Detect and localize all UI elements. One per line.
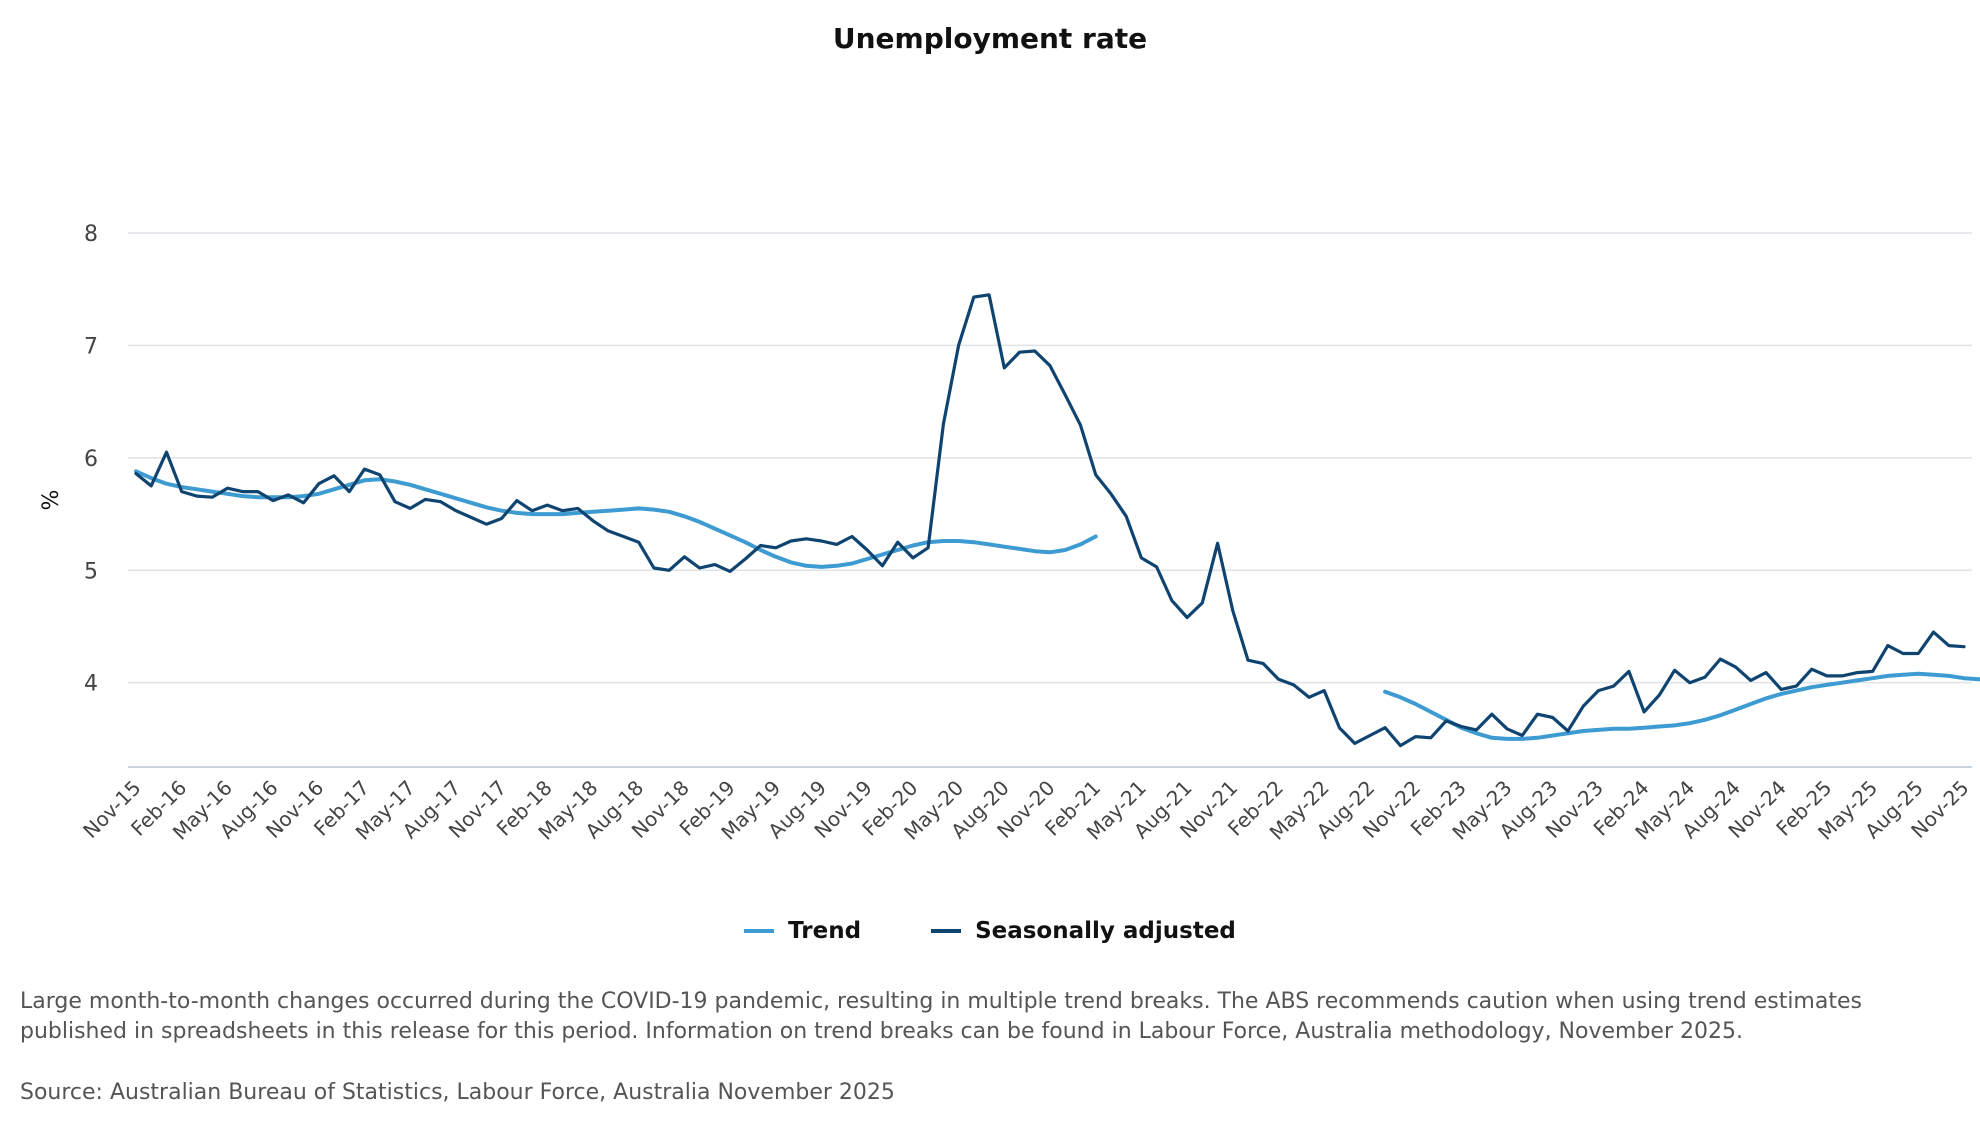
legend-swatch-trend <box>744 929 775 933</box>
x-axis-ticks: Nov-15Feb-16May-16Aug-16Nov-16Feb-17May-… <box>78 776 1973 845</box>
legend-label-trend: Trend <box>788 918 862 944</box>
series-line-trend-segment-2 <box>1383 671 1980 741</box>
y-tick-label: 7 <box>84 334 98 359</box>
y-axis-label: % <box>39 490 64 511</box>
legend-item-trend[interactable]: Trend <box>744 918 861 944</box>
legend: Trend Seasonally adjusted <box>0 918 1980 944</box>
source-note: Source: Australian Bureau of Statistics,… <box>20 1080 895 1105</box>
chart-title: Unemployment rate <box>832 22 1148 55</box>
chart-plot: 4 5 6 7 8 Nov-15Feb-16May-16Aug-16Nov-16Feb-… <box>39 222 1980 845</box>
legend-item-seasonal[interactable]: Seasonally adjusted <box>931 918 1236 944</box>
gridlines <box>128 232 1972 768</box>
series-line-trend-segment-1 <box>134 469 1098 569</box>
series-lines <box>134 293 1980 748</box>
y-axis-ticks: 4 5 6 7 8 <box>84 222 98 697</box>
y-tick-label: 4 <box>84 672 98 697</box>
footnote: Large month-to-month changes occurred du… <box>20 989 1862 1044</box>
y-tick-label: 6 <box>84 447 98 472</box>
legend-label-seasonal: Seasonally adjusted <box>975 918 1236 944</box>
series-line-seasonally-adjusted <box>134 293 1966 748</box>
y-tick-label: 5 <box>84 559 98 584</box>
legend-swatch-seasonal <box>931 929 962 933</box>
y-tick-label: 8 <box>84 222 98 247</box>
